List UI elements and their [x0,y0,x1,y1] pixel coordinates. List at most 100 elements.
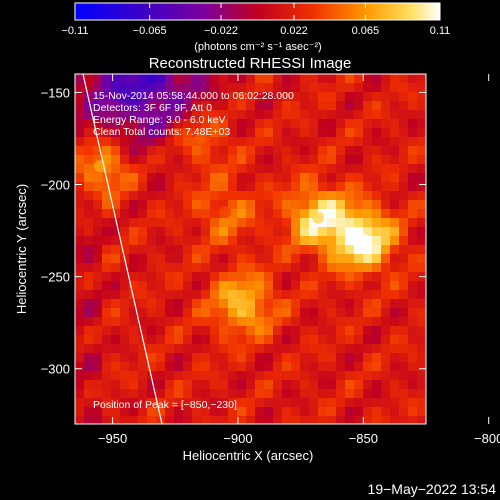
image-cell [336,272,346,282]
image-cell [390,236,400,246]
image-cell [336,290,346,300]
image-cell [282,254,292,264]
image-cell [363,299,373,309]
image-cell [129,191,139,201]
image-cell [201,101,211,111]
image-cell [300,281,310,291]
image-cell [84,182,94,192]
image-cell [318,137,328,147]
image-cell [183,182,193,192]
image-cell [183,299,193,309]
image-cell [192,92,202,102]
image-cell [372,182,382,192]
image-cell [201,119,211,129]
image-cell [219,200,229,210]
image-cell [417,128,426,138]
image-cell [246,101,256,111]
image-cell [111,254,121,264]
image-cell [237,146,247,156]
image-cell [102,119,112,129]
image-cell [390,335,400,345]
image-cell [165,146,175,156]
image-cell [120,416,130,424]
image-cell [174,83,184,93]
image-cell [309,155,319,165]
image-cell [255,290,265,300]
image-cell [210,254,220,264]
image-cell [417,209,426,219]
image-cell [75,245,85,255]
image-cell [138,137,148,147]
image-cell [138,200,148,210]
image-cell [309,407,319,417]
image-cell [327,290,337,300]
image-cell [210,272,220,282]
image-cell [111,110,121,120]
image-cell [138,164,148,174]
image-cell [264,110,274,120]
image-cell [390,308,400,318]
image-cell [174,263,184,273]
image-cell [264,353,274,363]
image-cell [120,389,130,399]
image-cell [264,164,274,174]
image-cell [318,254,328,264]
image-cell [84,326,94,336]
image-cell [354,92,364,102]
image-cell [120,119,130,129]
image-cell [399,119,409,129]
image-cell [120,371,130,381]
image-cell [408,227,418,237]
image-cell [282,92,292,102]
image-cell [300,110,310,120]
image-cell [282,101,292,111]
image-cell [408,326,418,336]
image-cell [219,326,229,336]
image-cell [102,200,112,210]
image-cell [165,218,175,228]
image-cell [156,137,166,147]
image-cell [300,245,310,255]
image-cell [120,290,130,300]
image-cell [264,209,274,219]
image-cell [156,236,166,246]
image-cell [192,236,202,246]
image-cell [210,137,220,147]
image-cell [138,173,148,183]
image-cell [93,407,103,417]
plot-area: −950 −900 −850 −800−150−200−250−300 15-Nov-… [41,73,500,446]
image-cell [201,353,211,363]
image-cell [174,110,184,120]
image-cell [120,317,130,327]
image-cell [93,371,103,381]
image-cell [363,200,373,210]
image-cell [372,146,382,156]
image-cell [354,164,364,174]
image-cell [201,380,211,390]
image-cell [219,128,229,138]
image-cell [228,362,238,372]
image-cell [102,218,112,228]
image-cell [318,110,328,120]
image-cell [237,209,247,219]
image-cell [408,191,418,201]
image-cell [273,353,283,363]
x-axis-label: Heliocentric X (arcsec) [183,448,314,463]
image-cell [246,92,256,102]
image-cell [237,173,247,183]
image-cell [75,173,85,183]
image-cell [327,407,337,417]
image-cell [255,344,265,354]
image-cell [84,317,94,327]
image-cell [318,191,328,201]
image-cell [282,389,292,399]
image-cell [210,290,220,300]
image-cell [246,353,256,363]
image-cell [408,173,418,183]
image-cell [138,416,148,424]
image-cell [165,335,175,345]
image-cell [246,236,256,246]
image-cell [156,200,166,210]
image-cell [84,299,94,309]
image-cell [228,344,238,354]
